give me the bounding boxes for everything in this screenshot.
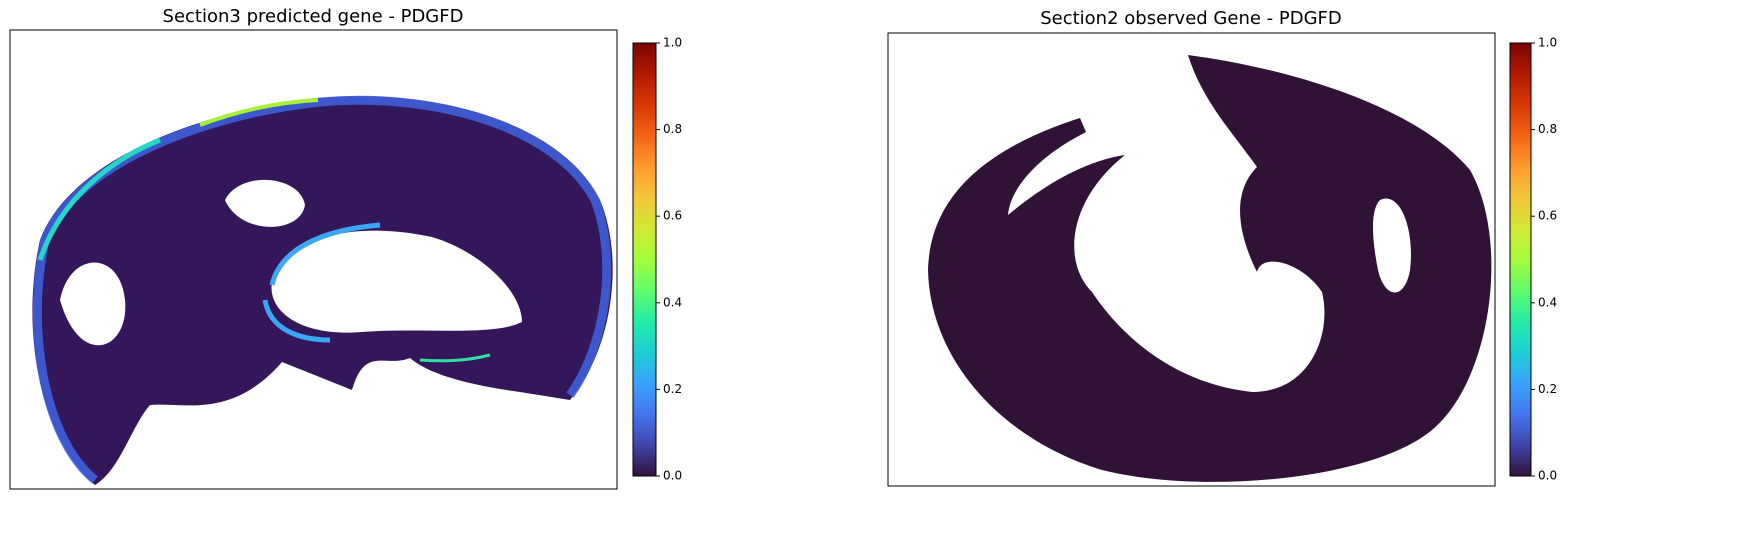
colorbar-tick-label: 0.6 [663, 209, 682, 223]
tissue-left [32, 95, 613, 486]
colorbar-tick-label: 0.4 [663, 295, 682, 309]
axes-frame [9, 29, 618, 490]
axes-frame [887, 32, 1496, 487]
colorbar-tick-label: 1.0 [663, 36, 682, 50]
colorbar-tick-label: 1.0 [1538, 36, 1557, 50]
colorbar-tick-label: 0.6 [1538, 209, 1557, 223]
chart-title: Section2 observed Gene - PDGFD [1040, 8, 1342, 29]
colorbar [1509, 42, 1532, 477]
colorbar [632, 42, 657, 477]
colorbar-tick-label: 0.0 [663, 469, 682, 483]
colorbar-tick-label: 0.0 [1538, 469, 1557, 483]
colorbar-tick-label: 0.2 [1538, 382, 1557, 396]
colorbar-tick-label: 0.2 [663, 382, 682, 396]
chart-title: Section3 predicted gene - PDGFD [163, 6, 464, 27]
colorbar-tick-label: 0.8 [663, 122, 682, 136]
colorbar-tick-label: 0.4 [1538, 295, 1557, 309]
tissue-right [928, 55, 1492, 482]
colorbar-tick-label: 0.8 [1538, 122, 1557, 136]
